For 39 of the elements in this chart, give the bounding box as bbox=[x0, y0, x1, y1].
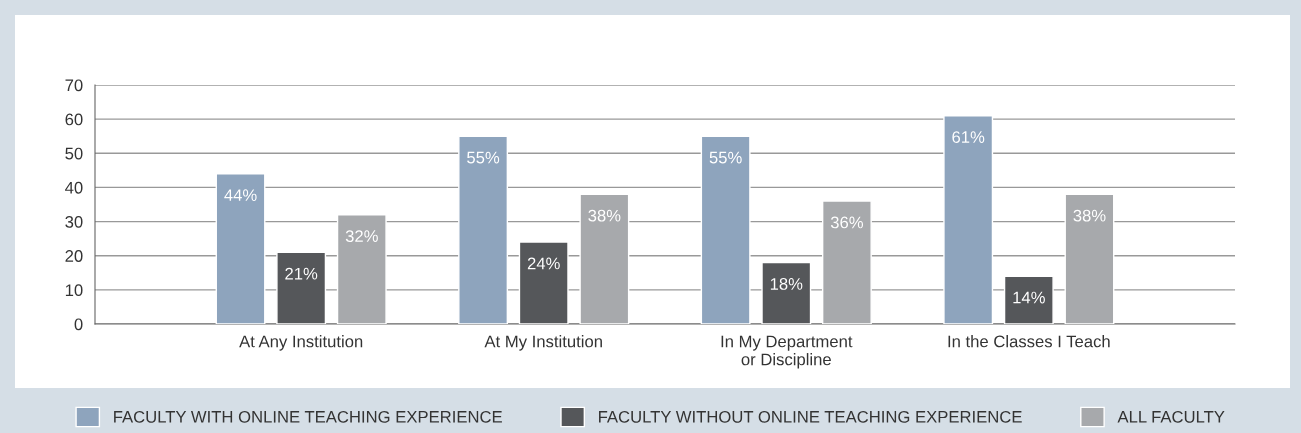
bar bbox=[1064, 193, 1115, 324]
bar bbox=[458, 135, 509, 324]
data-label: 21% bbox=[285, 267, 318, 280]
legend-label: FACULTY WITHOUT ONLINE TEACHING EXPERIENCE bbox=[599, 410, 1022, 423]
bar bbox=[943, 115, 994, 324]
data-label: 38% bbox=[588, 209, 621, 222]
bar bbox=[336, 214, 387, 324]
y-tick-label: 70 bbox=[65, 79, 83, 92]
y-tick-label: 20 bbox=[65, 250, 83, 262]
data-label: 24% bbox=[527, 257, 560, 270]
data-label: 36% bbox=[830, 216, 863, 229]
bar bbox=[215, 173, 266, 324]
bar bbox=[579, 193, 630, 324]
data-label: 32% bbox=[345, 230, 378, 242]
x-tick-label: At My Institution bbox=[484, 335, 602, 351]
y-tick-label: 50 bbox=[65, 147, 83, 160]
legend-label: ALL FACULTY bbox=[1117, 410, 1225, 423]
bar bbox=[761, 261, 812, 324]
bar bbox=[700, 135, 751, 324]
x-tick-label: At Any Institution bbox=[239, 335, 363, 351]
bar bbox=[518, 241, 569, 324]
legend-label: FACULTY WITH ONLINE TEACHING EXPERIENCE bbox=[114, 410, 502, 423]
bar bbox=[1003, 275, 1054, 324]
bar bbox=[821, 200, 872, 324]
x-tick-label: In the Classes I Teach bbox=[948, 335, 1110, 348]
x-tick-label: In My Department or Discipline bbox=[721, 335, 853, 369]
data-label: 55% bbox=[467, 151, 500, 164]
y-tick-label: 0 bbox=[74, 318, 83, 331]
data-label: 44% bbox=[224, 189, 257, 201]
data-label: 38% bbox=[1073, 209, 1106, 222]
y-tick-label: 40 bbox=[65, 181, 83, 194]
y-tick-label: 60 bbox=[65, 113, 83, 126]
y-tick-label: 30 bbox=[65, 215, 83, 228]
data-label: 14% bbox=[1013, 291, 1045, 304]
y-tick-label: 10 bbox=[65, 284, 83, 297]
data-label: 18% bbox=[770, 278, 803, 290]
bar bbox=[276, 251, 327, 324]
data-label: 61% bbox=[952, 131, 985, 143]
data-label: 55% bbox=[709, 151, 742, 164]
